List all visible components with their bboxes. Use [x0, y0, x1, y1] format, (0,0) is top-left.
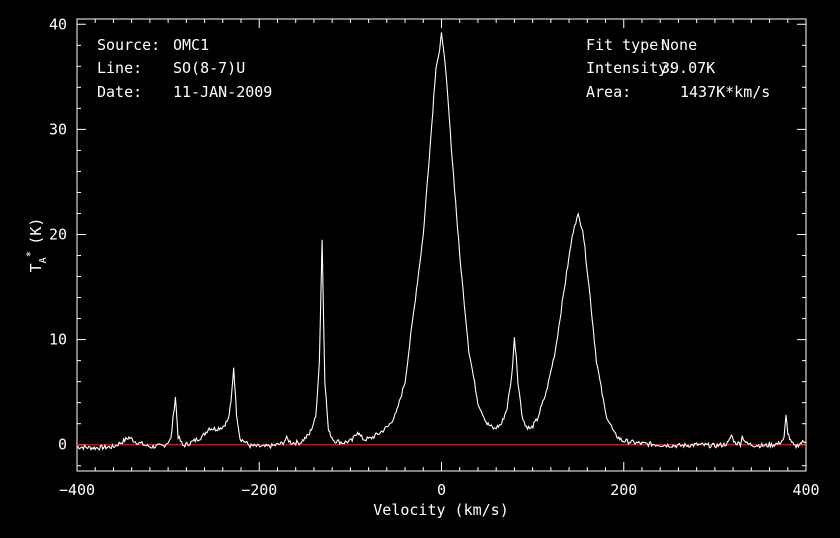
y-tick-label: 30: [49, 120, 67, 138]
header-right: Fit type: None Intensity: 39.07K Area: 1…: [586, 36, 770, 101]
x-tick-label: 400: [792, 481, 819, 499]
area-label: Area:: [586, 83, 631, 101]
x-axis-label: Velocity (km/s): [373, 501, 508, 519]
header-left: Source: OMC1 Line: SO(8-7)U Date: 11-JAN…: [97, 36, 272, 101]
y-axis-label: TA* (K): [24, 218, 49, 273]
x-tick-label: 200: [610, 481, 637, 499]
y-axis-label-unit: (K): [27, 218, 45, 245]
y-axis-label-main: T: [27, 263, 45, 272]
y-axis-label-sup: *: [24, 251, 37, 258]
x-tick-label: −200: [241, 481, 277, 499]
intensity-label: Intensity:: [586, 59, 676, 77]
date-value: 11-JAN-2009: [173, 83, 272, 101]
y-tick-label: 20: [49, 225, 67, 243]
spectrum-line: [76, 32, 807, 451]
fit-type-label: Fit type:: [586, 36, 667, 54]
area-value: 1437K*km/s: [680, 83, 770, 101]
y-axis-ticks: 0 10 20 30 40: [49, 15, 806, 467]
line-label: Line:: [97, 59, 142, 77]
fit-type-value: None: [661, 36, 697, 54]
y-axis-label-sub: A: [38, 257, 49, 263]
x-tick-label: 0: [437, 481, 446, 499]
y-tick-label: 40: [49, 15, 67, 33]
date-label: Date:: [97, 83, 142, 101]
x-axis-ticks: −400 −200 0 200 400: [59, 19, 820, 499]
line-value: SO(8-7)U: [173, 59, 245, 77]
y-tick-label: 0: [58, 436, 67, 454]
y-tick-label: 10: [49, 331, 67, 349]
source-value: OMC1: [173, 36, 209, 54]
source-label: Source:: [97, 36, 160, 54]
intensity-value: 39.07K: [661, 59, 715, 77]
x-tick-label: −400: [59, 481, 95, 499]
